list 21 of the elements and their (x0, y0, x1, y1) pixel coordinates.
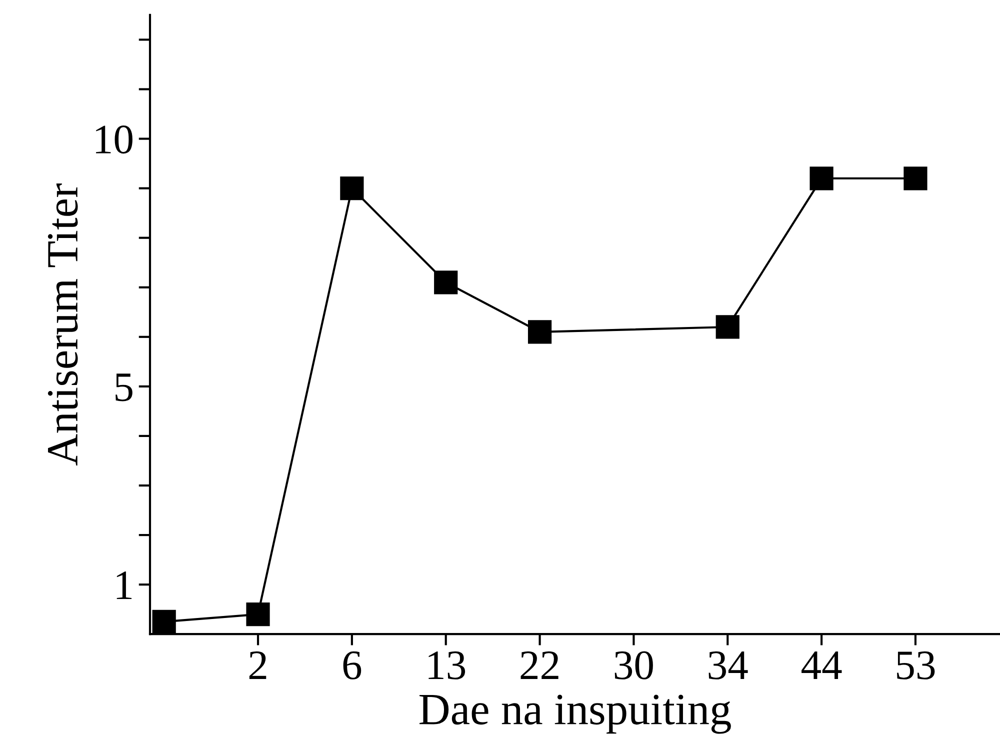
x-tick-label: 2 (249, 651, 266, 679)
y-tick-label: 1 (116, 572, 132, 600)
y-axis-title: Antiserum Titer (48, 184, 78, 466)
y-tick-label: 10 (96, 126, 132, 154)
point (810, 166, 834, 190)
point (716, 315, 740, 339)
x-tick-label: 34 (708, 651, 748, 680)
point (528, 320, 552, 344)
y-tick-label: 5 (116, 374, 132, 402)
point (340, 176, 364, 200)
point (246, 602, 270, 626)
x-tick-label: 6 (343, 651, 362, 680)
point (152, 610, 176, 634)
x-axis-title: Dae na inspuiting (420, 694, 731, 734)
x-tick-label: 13 (428, 651, 466, 680)
x-tick-label: 22 (520, 651, 558, 679)
x-tick-label: 44 (802, 652, 842, 679)
point (434, 270, 458, 294)
point (904, 166, 928, 190)
x-tick-label: 30 (614, 651, 653, 680)
x-tick-label: 53 (897, 651, 935, 680)
